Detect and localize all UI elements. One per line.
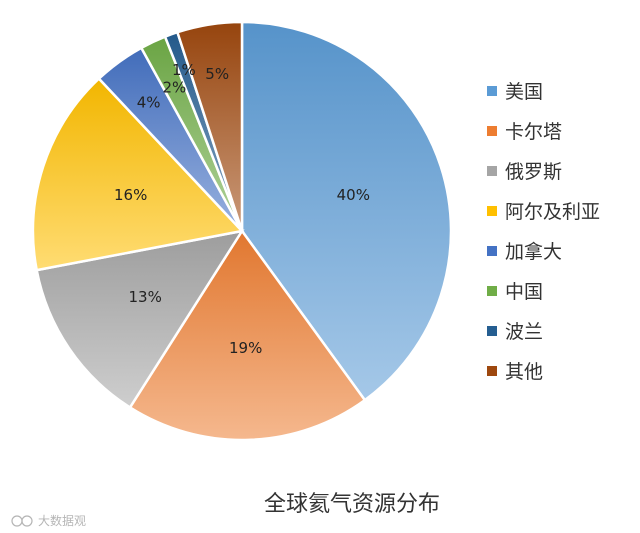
legend-swatch-4 [487, 206, 497, 216]
legend-label-6: 中国 [505, 281, 543, 303]
slice-label-7: 1% [172, 61, 196, 79]
legend-swatch-5 [487, 246, 497, 256]
pie-slice-4 [31, 76, 245, 272]
pie-slice-labels: 40% 19% 13% 16% 4%2%1% 5% [114, 61, 370, 357]
pie-slice-2 [128, 228, 367, 442]
legend-label-4: 阿尔及利亚 [505, 201, 600, 223]
slice-label-4: 16% [114, 186, 147, 204]
slice-label-6: 2% [163, 78, 187, 96]
watermark-text: 大数据观 [38, 513, 86, 528]
legend-swatch-1 [487, 86, 497, 96]
legend-label-7: 波兰 [505, 321, 543, 343]
legend-swatch-2 [487, 126, 497, 136]
slice-label-5: 4% [137, 94, 161, 112]
slice-label-1: 40% [337, 186, 370, 204]
pie-slice-8 [175, 20, 244, 232]
legend-label-3: 俄罗斯 [505, 161, 562, 183]
pie-slices [31, 20, 453, 442]
chart-title: 全球氦气资源分布 [264, 492, 440, 517]
slice-label-2: 19% [229, 339, 262, 357]
legend-swatch-6 [487, 286, 497, 296]
slice-label-8: 5% [205, 65, 229, 83]
watermark-logo-icon [11, 515, 33, 527]
pie-slice-3 [35, 229, 245, 410]
legend-label-5: 加拿大 [505, 240, 562, 263]
pie-slice-1 [240, 20, 453, 402]
legend-label-2: 卡尔塔 [505, 121, 562, 143]
legend-label-1: 美国 [505, 81, 543, 103]
legend-swatch-8 [487, 366, 497, 376]
legend-swatch-3 [487, 166, 497, 176]
legend-swatch-7 [487, 326, 497, 336]
legend-label-8: 其他 [505, 361, 543, 383]
slice-label-3: 13% [129, 288, 162, 306]
watermark: 大数据观 [11, 513, 86, 528]
